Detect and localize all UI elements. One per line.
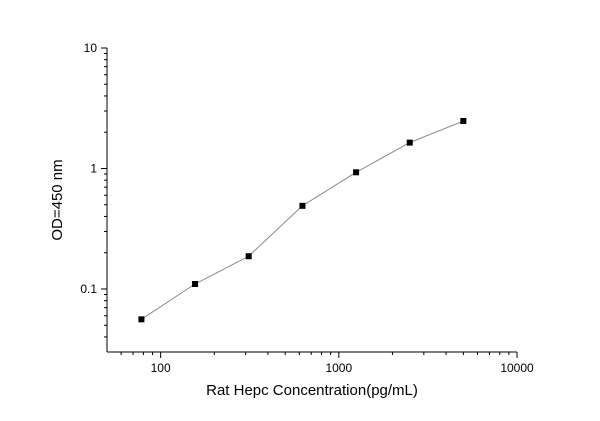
- y-tick-label: 10: [84, 41, 98, 55]
- x-axis-label: Rat Hepc Concentration(pg/mL): [206, 382, 418, 399]
- y-axis-label: OD=450 nm: [49, 159, 66, 240]
- x-ticks: 100 1000 10000: [120, 352, 534, 375]
- data-point: [299, 202, 306, 209]
- data-point: [192, 281, 199, 288]
- x-tick-label: 100: [151, 361, 171, 375]
- y-ticks: 0.1 1 10: [80, 41, 107, 338]
- series-markers: [138, 117, 467, 323]
- y-axis: 0.1 1 10: [80, 41, 108, 352]
- series-line: [141, 120, 464, 320]
- x-tick-label: 10000: [500, 361, 534, 375]
- y-tick-label: 0.1: [80, 282, 97, 296]
- data-point: [353, 169, 360, 176]
- plot-area: [138, 117, 467, 323]
- x-axis: 100 1000 10000: [107, 351, 534, 375]
- x-tick-label: 1000: [325, 361, 352, 375]
- data-point: [245, 253, 252, 260]
- data-point: [460, 117, 467, 124]
- data-point: [406, 139, 413, 146]
- data-point: [138, 316, 145, 323]
- y-tick-label: 1: [90, 161, 97, 175]
